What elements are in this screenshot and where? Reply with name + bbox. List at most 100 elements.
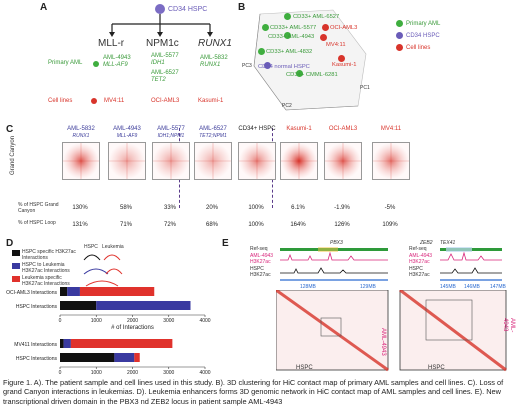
track-hspc-h3k: H3K27ac (250, 272, 271, 278)
e-tracks (280, 247, 502, 281)
pca-label: OCI-AML3 (330, 25, 358, 31)
npm-sample-1: AML-5577 (151, 53, 179, 59)
legend-swatch (12, 276, 20, 282)
c-heatmap (152, 142, 190, 180)
panel-b-label: B (238, 2, 246, 13)
c-gc-value: 100% (248, 205, 264, 211)
legend-swatch (12, 263, 20, 269)
d-bar (114, 353, 135, 362)
pca-point (296, 70, 303, 77)
d-tick-label: 4000 (199, 370, 210, 376)
e-hspc-label-r: HSPC (428, 365, 445, 371)
c-sample-name: AML-5577 (157, 126, 185, 132)
c-sample-name: MV4:11 (380, 126, 402, 132)
track-aml-h3k-r: H3K27ac (409, 259, 430, 265)
tick-left: 128MB (300, 284, 316, 290)
d-bar (96, 301, 191, 310)
d-arcs (83, 254, 123, 287)
c-heatmap (324, 142, 362, 180)
c-sample-name: AML-4943 (113, 126, 141, 132)
c-sample-sub: MLL-AF9 (116, 133, 138, 139)
panel-a-label: A (40, 2, 48, 13)
panel-e-label: E (222, 238, 229, 249)
panel-c-label: C (6, 124, 14, 135)
track-aml-r: AML-4943 (409, 253, 433, 259)
tick-right: 147MB (490, 284, 506, 290)
legend-label: Primary AML (406, 21, 441, 27)
pca-point (322, 24, 329, 31)
pca-point (262, 24, 269, 31)
tick-right: 146MB (464, 284, 480, 290)
c-gc-value: 33% (163, 205, 176, 211)
e-hspc-label: HSPC (296, 365, 313, 371)
track-hspc-h3k-r: H3K27ac (409, 272, 430, 278)
d-legend-1: HSPC specific H3K27ac Interactions (22, 249, 76, 261)
figure-caption: Figure 1. A). The patient sample and cel… (3, 378, 504, 406)
d-bar (63, 339, 71, 348)
d-legend-3: Leukemia specific H3K27ac Interactions (22, 275, 70, 287)
d-tick-label: 0 (59, 370, 62, 376)
c-gc-value: -1.9% (334, 205, 350, 211)
d-tick-label: 3000 (163, 318, 174, 324)
d-tick-label: 2000 (127, 370, 138, 376)
gene-zeb2: ZEB2 (420, 240, 433, 246)
d-category-label: MV411 Interactions (14, 342, 57, 348)
d-category-label: OCI-AML3 Interactions (6, 290, 57, 296)
d-bar (67, 287, 80, 296)
mll-sample-1: AML-4943 (103, 55, 131, 61)
c-loop-value: 126% (334, 222, 350, 228)
pca-point (284, 13, 291, 20)
d-header-leukemia: Leukemia (102, 244, 124, 250)
axis-pc3: PC3 (242, 63, 252, 69)
c-loop-value: 72% (163, 222, 176, 228)
group-runx: RUNX1 (198, 38, 232, 49)
primary-dot (93, 61, 99, 67)
d-bar (79, 287, 155, 296)
pca-point (320, 34, 327, 41)
c-loop-value: 68% (205, 222, 218, 228)
d-category-label: HSPC Interactions (16, 356, 58, 362)
npm-sample-3: AML-6527 (151, 70, 179, 76)
c-sample-sub: RUNX1 (72, 133, 90, 139)
track-hspc: HSPC (250, 266, 264, 272)
c-heatmap (62, 142, 100, 180)
cell-line-3: Kasumi-1 (198, 98, 224, 104)
c-sample-name: CD34+ HSPC (238, 126, 276, 132)
pca-label: MV4:11 (326, 42, 346, 48)
axis-pc2: PC2 (282, 103, 292, 109)
tick-left: 129MB (360, 284, 376, 290)
c-gc-value: -5% (384, 205, 396, 211)
pca-label: CD33+ AML-6527 (293, 14, 340, 20)
c-loop-value: 100% (248, 222, 264, 228)
legend-dot (396, 44, 403, 51)
legend-label: Cell lines (406, 45, 431, 51)
track-aml-h3k: H3K27ac (250, 259, 271, 265)
e-aml-label-r: AML-4943 (502, 318, 515, 333)
c-ylabel: Grand Canyon (10, 135, 16, 175)
e-hic-maps (276, 290, 507, 372)
c-sample-sub: IDH1;NPM1 (157, 133, 185, 139)
c-loop-value: 109% (382, 222, 398, 228)
c-gc-value: 20% (205, 205, 218, 211)
pca-point (258, 48, 265, 55)
axis-pc1: PC1 (360, 85, 370, 91)
c-loop-value: 71% (119, 222, 132, 228)
legend-dot (396, 20, 403, 27)
d-tick-label: 4000 (199, 318, 210, 324)
row-cells-label: Cell lines (48, 98, 73, 104)
c-gc-value: 6.1% (291, 205, 305, 211)
d-bar (60, 353, 115, 362)
npm-sample-4: TET2 (151, 77, 166, 83)
c-sample-name: Kasumi-1 (286, 126, 312, 132)
panel-d-label: D (6, 238, 14, 249)
runx-sample-2: RUNX1 (200, 62, 221, 68)
c-heatmap (108, 142, 146, 180)
c-loop-value: 131% (72, 222, 88, 228)
pca-point (338, 55, 345, 62)
d-bar (134, 353, 140, 362)
gene-pbx3: PBX3 (330, 240, 343, 246)
d-xlabel: # of Interactions (111, 325, 154, 331)
c-sample-name: OCI-AML3 (328, 126, 358, 132)
legend-label: CD34 HSPC (406, 33, 440, 39)
d-bar (60, 287, 68, 296)
